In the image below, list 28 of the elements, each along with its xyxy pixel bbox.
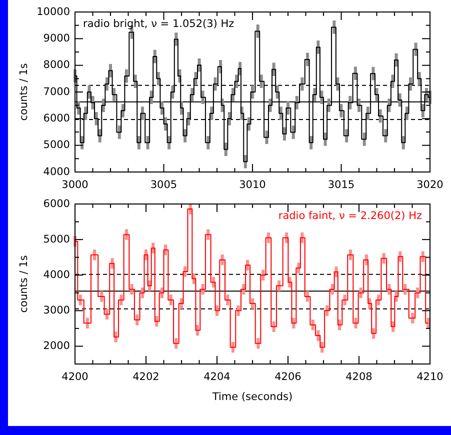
y-tick-label: 10000 (36, 6, 70, 18)
x-tick-label: 3000 (62, 178, 88, 191)
x-tick-label: 4202 (132, 370, 160, 383)
x-axis-title: Time (seconds) (211, 391, 293, 403)
x-tick-label: 3015 (328, 178, 355, 191)
x-tick-label: 4200 (62, 370, 88, 383)
y-tick-label: 7000 (43, 86, 70, 98)
x-tick-label: 3005 (150, 178, 178, 191)
x-tick-label: 4210 (416, 370, 444, 383)
x-tick-label: 3010 (239, 178, 266, 191)
y-tick-label: 4000 (43, 166, 70, 178)
y-axis-title: counts / 1s (18, 63, 30, 121)
x-tick-label: 4204 (204, 370, 231, 383)
y-tick-label: 4000 (43, 268, 70, 281)
y-axis-title: counts / 1s (18, 255, 30, 313)
y-tick-label: 9000 (43, 32, 70, 45)
series-label: radio faint, ν = 2.260(2) Hz (278, 210, 422, 222)
y-tick-label: 6000 (43, 112, 70, 125)
y-tick-label: 5000 (43, 233, 70, 246)
y-tick-label: 6000 (43, 198, 70, 210)
legend-label: radio bright, ν = 1.052(3) Hz (83, 18, 235, 30)
x-tick-label: 4208 (346, 370, 372, 383)
y-tick-label: 2000 (43, 340, 70, 352)
y-tick-label: 8000 (43, 59, 70, 72)
x-tick-label: 4206 (274, 370, 302, 383)
y-tick-label: 5000 (43, 139, 70, 152)
x-tick-label: 3020 (416, 178, 444, 191)
y-tick-label: 3000 (43, 304, 70, 317)
